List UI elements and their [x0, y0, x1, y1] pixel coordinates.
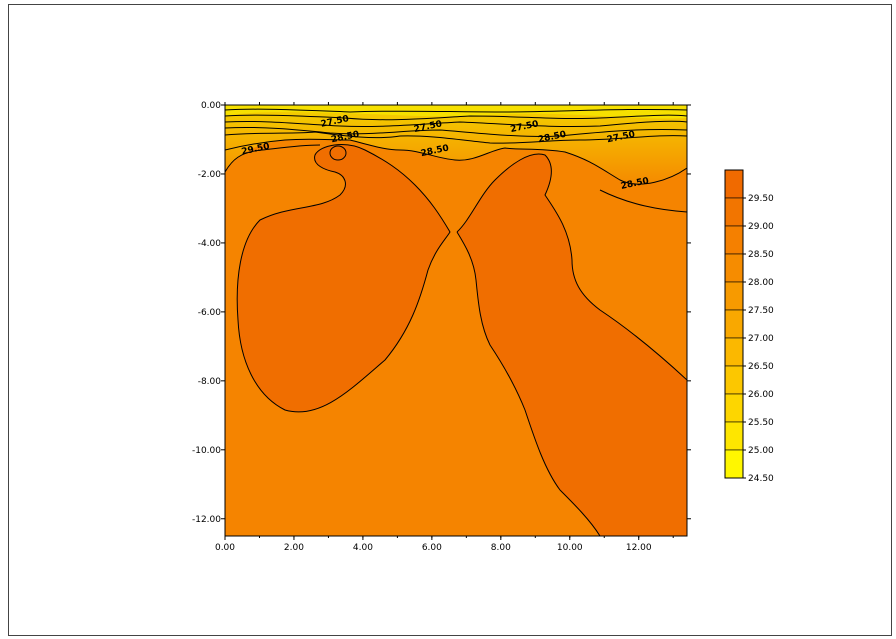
colorbar: 29.50 29.00 28.50 28.00 27.50 27.00 26.50 26.00… — [724, 169, 774, 484]
colorbar-swatch — [724, 253, 744, 283]
contour-fill-core-left — [237, 144, 450, 412]
x-tick-label: 0.00 — [215, 543, 235, 553]
colorbar-label: 28.00 — [748, 278, 774, 288]
colorbar-label: 27.50 — [748, 306, 774, 316]
x-axis: 0.00 2.00 4.00 6.00 8.00 10.00 12.00 — [215, 102, 674, 553]
y-tick-label: 0.00 — [201, 101, 221, 111]
x-tick-label: 10.00 — [557, 543, 583, 553]
y-tick-label: -6.00 — [198, 308, 222, 318]
colorbar-label: 25.00 — [748, 446, 774, 456]
chart-frame — [8, 4, 892, 636]
y-tick-label: -8.00 — [198, 377, 222, 387]
contour-line — [456, 231, 601, 536]
y-tick-label: -2.00 — [198, 170, 222, 180]
plot-border — [224, 104, 688, 537]
y-tick-label: -4.00 — [198, 239, 222, 249]
contour-line — [225, 131, 687, 144]
contour-line — [236, 144, 451, 413]
contour-lines — [225, 108, 687, 536]
contour-line — [225, 120, 687, 128]
colorbar-swatch — [724, 169, 744, 199]
x-tick-label: 6.00 — [422, 543, 442, 553]
x-tick-label: 12.00 — [626, 543, 652, 553]
y-tick-label: -12.00 — [192, 515, 221, 525]
contour-fill-core-right — [457, 154, 687, 536]
contour-line — [456, 153, 687, 381]
contour-line — [225, 126, 687, 137]
colorbar-label: 25.50 — [748, 418, 774, 428]
colorbar-swatch — [724, 393, 744, 423]
contour-fill-surface — [225, 105, 687, 185]
contour-line — [225, 114, 687, 121]
colorbar-swatch — [724, 337, 744, 367]
colorbar-swatch — [724, 309, 744, 339]
colorbar-label: 29.50 — [748, 194, 774, 204]
colorbar-label: 26.00 — [748, 390, 774, 400]
colorbar-label: 24.50 — [748, 474, 774, 484]
colorbar-border — [724, 169, 744, 479]
y-tick-label: -10.00 — [192, 446, 221, 456]
x-tick-label: 4.00 — [353, 543, 373, 553]
colorbar-swatch — [724, 421, 744, 451]
colorbar-label: 29.00 — [748, 222, 774, 232]
contour-line — [599, 189, 687, 213]
contour-line — [225, 144, 321, 173]
colorbar-label: 27.00 — [748, 334, 774, 344]
colorbar-label: 28.50 — [748, 250, 774, 260]
x-tick-label: 2.00 — [284, 543, 304, 553]
contour-line — [225, 108, 687, 113]
contour-line — [225, 138, 687, 185]
x-tick-label: 8.00 — [491, 543, 511, 553]
colorbar-label: 26.50 — [748, 362, 774, 372]
y-axis: 0.00 -2.00 -4.00 -6.00 -8.00 -10.00 -12.00 — [192, 101, 691, 525]
colorbar-swatch — [724, 449, 744, 479]
colorbar-swatch — [724, 225, 744, 255]
contour-line — [329, 145, 347, 161]
colorbar-swatch — [724, 281, 744, 311]
colorbar-swatch — [724, 365, 744, 395]
colorbar-swatch — [724, 197, 744, 227]
